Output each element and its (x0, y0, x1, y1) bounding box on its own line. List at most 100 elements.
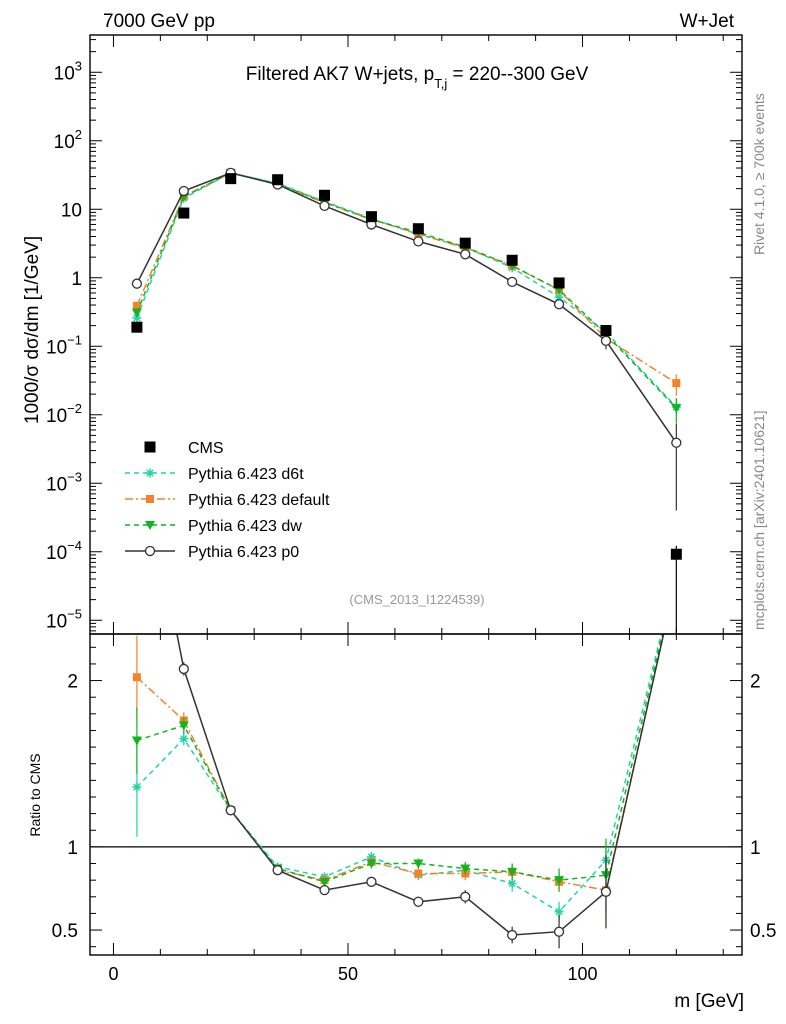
ratio-pythia-6-423-p0 (176, 634, 665, 949)
legend-entry: Pythia 6.423 p0 (125, 544, 299, 561)
ratio-point (413, 896, 424, 907)
data-point (553, 277, 565, 289)
ratio-point (178, 663, 189, 675)
ratio-point (460, 891, 471, 902)
x-tick-label: 50 (338, 964, 358, 984)
y-tick-label-base: 10 (54, 63, 75, 84)
y-tick-label-base: 10 (46, 543, 67, 564)
legend-marker (145, 521, 155, 530)
ratio-point (132, 673, 141, 682)
main-panel-data (131, 167, 682, 634)
legend-entry: CMS (144, 440, 224, 457)
ratio-tick-label-left: 2 (67, 672, 78, 693)
header-left: 7000 GeV pp (103, 11, 215, 32)
legend-marker (144, 441, 156, 453)
chart-title: Filtered AK7 W+jets, pT,j = 220--300 GeV (246, 64, 589, 91)
ratio-point (319, 877, 330, 887)
ratio-pythia-6-423-default (132, 634, 665, 927)
legend-label: Pythia 6.423 default (188, 492, 330, 509)
data-point (554, 292, 564, 302)
data-point (413, 236, 424, 247)
ratio-point (460, 864, 471, 874)
legend-label: Pythia 6.423 d6t (188, 466, 304, 483)
series-line (136, 172, 677, 444)
data-point (132, 301, 141, 310)
ratio-point (413, 859, 424, 869)
ratio-tick-label-left: 0.5 (52, 921, 78, 942)
y-tick-label: 102 (54, 127, 82, 153)
ratio-line (136, 634, 665, 891)
data-point (506, 254, 518, 266)
mcplots-label: mcplots.cern.ch [arXiv:2401.10621] (751, 411, 767, 630)
data-point (272, 174, 284, 186)
ratio-point (554, 907, 564, 917)
ratio-point (366, 859, 377, 869)
header-right: W+Jet (680, 11, 735, 32)
ratio-point (131, 736, 142, 746)
y-tick-label: 10−3 (46, 469, 82, 495)
data-point (178, 207, 190, 219)
ratio-tick-label-right: 1 (750, 838, 761, 859)
series-pythia-6-423-default (132, 168, 681, 396)
ratio-point (366, 876, 377, 887)
y-tick-label: 10 (61, 200, 82, 221)
data-point (671, 437, 682, 448)
y-tick-label-exp: −1 (67, 332, 82, 347)
data-point (225, 173, 237, 185)
ratio-line (136, 634, 662, 913)
legend-label: Pythia 6.423 dw (188, 518, 302, 535)
ratio-point (600, 886, 612, 897)
data-point (670, 548, 682, 560)
series-line (136, 172, 677, 409)
data-point (600, 324, 612, 336)
y-axis-label-top: 1000/σ dσ/dm [1/GeV] (22, 236, 43, 424)
ratio-panel-frame (89, 633, 743, 956)
ratio-point (179, 734, 189, 744)
ratio-point (554, 876, 565, 886)
series-pythia-6-423-dw (131, 168, 682, 424)
y-tick-label-exp: −4 (67, 538, 82, 553)
data-point (131, 321, 143, 333)
y-tick-label: 10−4 (46, 538, 82, 564)
data-point (600, 335, 612, 346)
data-point (553, 299, 565, 310)
y-tick-label-exp: −3 (67, 469, 82, 484)
y-tick-label-base: 10 (46, 474, 67, 495)
series-pythia-6-423-d6t (132, 168, 681, 415)
series-cms (131, 173, 682, 634)
legend-entry: Pythia 6.423 default (125, 492, 330, 509)
y-tick-label: 10−2 (46, 401, 82, 427)
legend-marker (144, 545, 156, 557)
ratio-pythia-6-423-dw (131, 634, 664, 912)
y-tick-label: 10−5 (46, 606, 82, 632)
ratio-point (178, 721, 189, 731)
y-tick-label-exp: −5 (67, 606, 82, 621)
ratio-point (225, 805, 236, 816)
legend-label: CMS (188, 440, 224, 457)
legend-marker (145, 468, 155, 478)
y-axis-label-ratio: Ratio to CMS (27, 753, 43, 836)
data-point (672, 379, 681, 388)
x-tick-label: 100 (567, 964, 597, 984)
ratio-point (272, 865, 283, 876)
data-point (319, 200, 330, 212)
y-tick-label-base: 10 (54, 132, 75, 153)
data-point (178, 185, 189, 197)
y-tick-label: 103 (54, 58, 82, 84)
ratio-point (507, 867, 518, 877)
ratio-tick-label-right: 2 (750, 672, 761, 693)
ratio-point (414, 869, 423, 878)
data-point (459, 237, 471, 249)
ratio-pythia-6-423-d6t (132, 634, 662, 922)
data-point (132, 313, 142, 323)
legend-marker (146, 495, 154, 503)
data-point (131, 278, 143, 289)
chart-title-tail: = 220--300 GeV (447, 64, 588, 85)
series-line (136, 172, 677, 384)
data-point (131, 308, 142, 318)
y-tick-label-base: 10 (46, 406, 67, 427)
ratio-tick-label-left: 1 (67, 838, 78, 859)
ratio-point (366, 852, 376, 862)
y-tick-label-exp: 3 (75, 58, 82, 73)
